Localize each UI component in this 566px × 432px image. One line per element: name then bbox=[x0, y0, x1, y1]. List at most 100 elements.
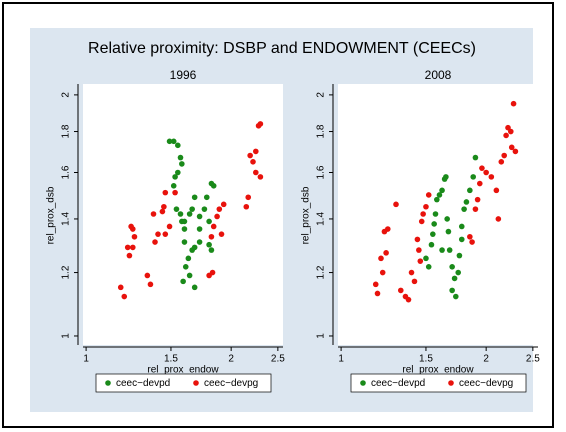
y-tick-label: 1.2 bbox=[316, 265, 327, 279]
x-tick-label: 1.5 bbox=[164, 354, 178, 365]
point bbox=[166, 138, 173, 145]
point bbox=[423, 255, 429, 262]
point bbox=[208, 247, 215, 253]
point bbox=[508, 128, 514, 135]
y-tick-label: 1.6 bbox=[316, 165, 327, 179]
point bbox=[510, 100, 517, 107]
point bbox=[449, 287, 455, 294]
point bbox=[469, 239, 475, 245]
point bbox=[470, 174, 477, 180]
legend-label: ceec−devpd bbox=[371, 378, 425, 389]
point bbox=[177, 154, 184, 161]
point bbox=[455, 269, 462, 276]
point bbox=[196, 226, 203, 232]
point bbox=[181, 218, 188, 225]
point bbox=[443, 174, 449, 180]
point bbox=[472, 206, 479, 212]
point bbox=[444, 216, 450, 222]
point bbox=[436, 192, 443, 198]
point bbox=[159, 208, 166, 215]
legend-label: ceec−devpg bbox=[459, 378, 513, 389]
y-tick-label: 1.2 bbox=[61, 265, 72, 279]
point bbox=[147, 281, 154, 288]
x-tick-label: 1 bbox=[338, 354, 344, 365]
y-tick-label: 1.6 bbox=[61, 165, 72, 179]
point bbox=[245, 194, 252, 201]
point bbox=[472, 154, 479, 161]
point bbox=[488, 174, 495, 180]
point bbox=[162, 189, 169, 196]
point bbox=[189, 206, 195, 212]
point bbox=[247, 152, 253, 159]
y-tick-label: 1.4 bbox=[61, 212, 72, 226]
panel-title: 1996 bbox=[170, 68, 197, 82]
point bbox=[423, 203, 429, 210]
point bbox=[425, 192, 432, 198]
point bbox=[203, 194, 210, 201]
point bbox=[206, 218, 212, 225]
x-tick-label: 1 bbox=[83, 354, 89, 365]
point bbox=[425, 264, 432, 270]
point bbox=[257, 174, 264, 180]
y-tick-label: 1.4 bbox=[316, 212, 327, 226]
legend-label: ceec−devpg bbox=[204, 378, 258, 389]
point bbox=[186, 272, 193, 279]
y-tick-label: 1.8 bbox=[316, 124, 327, 138]
point bbox=[416, 247, 422, 253]
point bbox=[428, 241, 435, 248]
point bbox=[175, 169, 181, 176]
point bbox=[209, 269, 216, 276]
point bbox=[196, 213, 203, 220]
point bbox=[439, 187, 445, 194]
point bbox=[495, 216, 502, 222]
y-tick-label: 1 bbox=[316, 333, 327, 339]
point bbox=[196, 239, 203, 245]
x-tick-label: 2.5 bbox=[526, 354, 540, 365]
point bbox=[208, 233, 215, 240]
point bbox=[257, 121, 264, 127]
legend-marker bbox=[448, 380, 454, 386]
point bbox=[503, 132, 509, 139]
point bbox=[172, 189, 178, 196]
point bbox=[411, 278, 418, 285]
point bbox=[501, 152, 507, 159]
point bbox=[467, 187, 473, 194]
point bbox=[418, 218, 425, 225]
point bbox=[206, 241, 212, 248]
point bbox=[124, 244, 131, 251]
point bbox=[177, 211, 184, 217]
point bbox=[130, 226, 136, 232]
point bbox=[493, 187, 500, 194]
point bbox=[181, 226, 188, 232]
point bbox=[512, 148, 519, 155]
x-tick-label: 2 bbox=[483, 354, 489, 365]
point bbox=[155, 231, 161, 237]
point bbox=[166, 223, 173, 230]
point bbox=[467, 233, 473, 240]
point bbox=[430, 231, 436, 237]
y-tick-label: 2 bbox=[316, 92, 327, 98]
legend-marker bbox=[193, 380, 199, 386]
point bbox=[182, 264, 189, 270]
point bbox=[181, 239, 188, 245]
point bbox=[479, 165, 485, 171]
y-axis-label: rel_prox_dsb bbox=[301, 186, 312, 244]
legend-marker bbox=[105, 380, 111, 386]
point bbox=[201, 206, 208, 212]
point bbox=[372, 281, 379, 288]
point bbox=[162, 231, 169, 237]
point bbox=[508, 144, 515, 151]
point bbox=[144, 272, 151, 279]
point bbox=[214, 213, 220, 220]
point bbox=[446, 247, 453, 253]
point bbox=[170, 138, 177, 145]
point bbox=[393, 201, 399, 208]
point bbox=[483, 169, 489, 176]
point bbox=[445, 228, 452, 235]
point bbox=[397, 287, 404, 294]
panel-title: 2008 bbox=[425, 68, 452, 82]
legend-label: ceec−devpd bbox=[116, 378, 170, 389]
point bbox=[186, 211, 193, 217]
point bbox=[161, 203, 167, 210]
point bbox=[117, 284, 124, 291]
